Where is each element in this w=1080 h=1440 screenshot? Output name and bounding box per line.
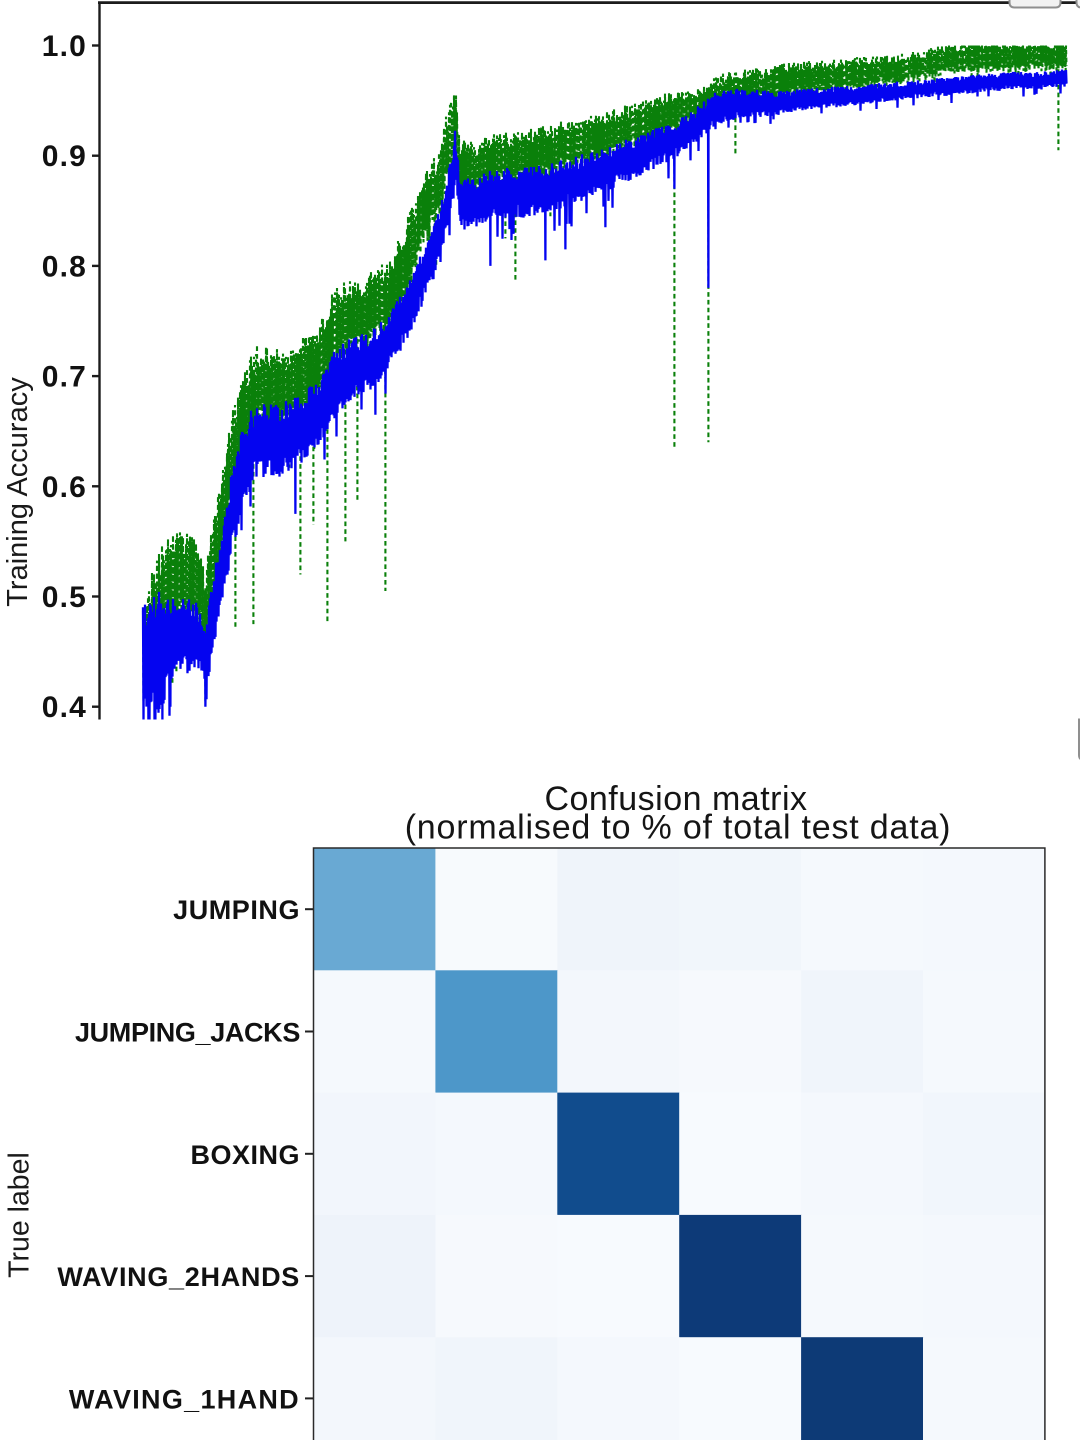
svg-text:True label: True label [4, 1152, 36, 1278]
svg-text:1.0: 1.0 [42, 30, 87, 63]
svg-text:Training Accuracy: Training Accuracy [2, 377, 34, 607]
svg-text:(normalised to % of total test: (normalised to % of total test data) [405, 809, 952, 847]
svg-text:JUMPING: JUMPING [173, 895, 300, 925]
svg-text:0.9: 0.9 [42, 140, 87, 173]
svg-text:0.5: 0.5 [42, 581, 87, 614]
svg-text:Confusion matrix: Confusion matrix [544, 780, 807, 818]
svg-text:0.7: 0.7 [42, 361, 87, 394]
svg-text:BOXING: BOXING [190, 1140, 300, 1170]
svg-text:WAVING_2HANDS: WAVING_2HANDS [57, 1262, 300, 1292]
svg-text:WAVING_1HAND: WAVING_1HAND [69, 1384, 300, 1414]
svg-text:JUMPING_JACKS: JUMPING_JACKS [75, 1018, 300, 1048]
svg-text:0.6: 0.6 [42, 471, 87, 504]
svg-text:0.4: 0.4 [42, 691, 87, 724]
svg-text:0.8: 0.8 [42, 250, 87, 283]
